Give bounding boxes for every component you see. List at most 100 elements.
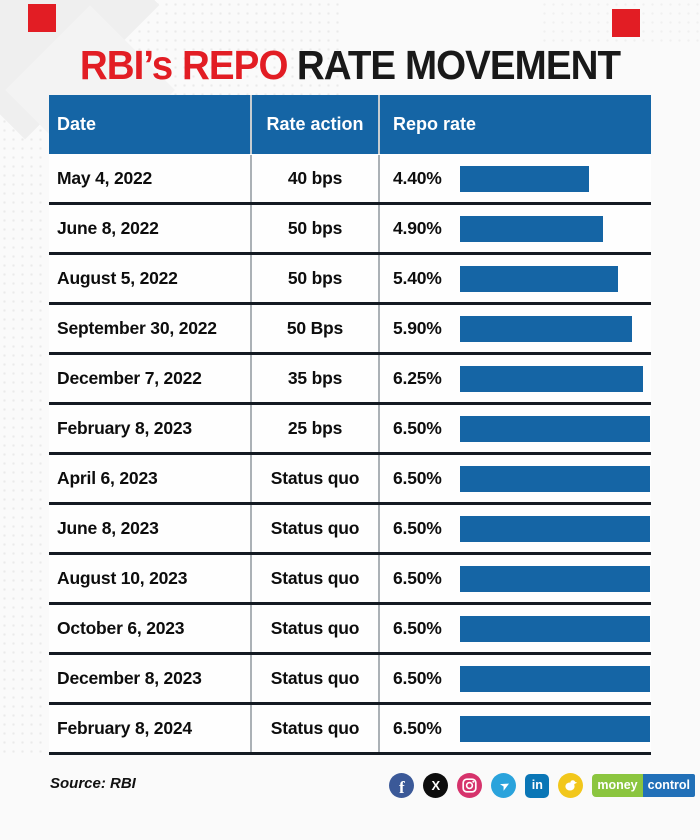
repo-rate-bar [460, 215, 604, 242]
repo-rate-value: 6.50% [393, 418, 442, 438]
background-texture [0, 135, 46, 757]
title-rest: RATE MOVEMENT [296, 42, 621, 88]
repo-rate-value: 4.40% [393, 168, 442, 188]
repo-rate-value: 6.50% [393, 668, 442, 688]
linkedin-icon[interactable]: in [525, 773, 550, 798]
repo-rate-table: Date Rate action Repo rate May 4, 2022 40… [49, 95, 651, 755]
social-bar: f X ➤ in money control [389, 773, 695, 798]
page-title: RBI’s REPO RATE MOVEMENT [21, 42, 679, 89]
cell-repo-rate: 6.25% [378, 355, 651, 402]
repo-rate-bar-track [460, 615, 650, 642]
cell-date: May 4, 2022 [57, 168, 153, 188]
repo-rate-value: 6.25% [393, 368, 442, 388]
repo-rate-value: 6.50% [393, 468, 442, 488]
facebook-glyph: f [399, 777, 405, 797]
instagram-icon[interactable] [457, 773, 483, 798]
repo-rate-bar [460, 515, 650, 542]
corner-accent-square [28, 4, 56, 32]
cell-rate-action: 50 bps [250, 255, 378, 302]
cell-repo-rate: 6.50% [378, 705, 651, 752]
cell-date: December 8, 2023 [57, 668, 202, 688]
repo-rate-bar-track [460, 565, 650, 592]
telegram-glyph: ➤ [496, 776, 513, 794]
cell-repo-rate: 6.50% [378, 555, 651, 602]
cell-repo-rate: 5.40% [378, 255, 651, 302]
repo-rate-value: 5.40% [393, 268, 442, 288]
cell-rate-action: Status quo [250, 505, 378, 552]
cell-rate-action: Status quo [250, 455, 378, 502]
linkedin-glyph: in [531, 778, 543, 793]
table-row: February 8, 2024 Status quo 6.50% [49, 705, 651, 755]
cell-repo-rate: 6.50% [378, 655, 651, 702]
repo-rate-bar-track [460, 215, 650, 242]
repo-rate-value: 6.50% [393, 568, 442, 588]
corner-accent-square [612, 9, 640, 37]
moneycontrol-logo-money: money [592, 774, 643, 797]
moneycontrol-logo[interactable]: money control [592, 774, 695, 797]
repo-rate-bar [460, 415, 650, 442]
repo-rate-value: 6.50% [393, 518, 442, 538]
repo-rate-bar-track [460, 165, 650, 192]
facebook-icon[interactable]: f [389, 773, 415, 798]
cell-rate-action: 40 bps [250, 155, 378, 202]
cell-date: June 8, 2023 [57, 518, 159, 538]
column-header-rate-action: Rate action [250, 95, 378, 154]
cell-repo-rate: 4.90% [378, 205, 651, 252]
cell-rate-action: Status quo [250, 705, 378, 752]
cell-date: September 30, 2022 [57, 318, 217, 338]
repo-rate-bar [460, 465, 650, 492]
table-row: August 10, 2023 Status quo 6.50% [49, 555, 651, 605]
table-header: Date Rate action Repo rate [49, 95, 651, 154]
telegram-icon[interactable]: ➤ [491, 773, 517, 798]
cell-rate-action: Status quo [250, 655, 378, 702]
table-row: May 4, 2022 40 bps 4.40% [49, 155, 651, 205]
repo-rate-value: 6.50% [393, 718, 442, 738]
repo-rate-bar-track [460, 415, 650, 442]
table-row: June 8, 2023 Status quo 6.50% [49, 505, 651, 555]
table-row: December 7, 2022 35 bps 6.25% [49, 355, 651, 405]
repo-rate-value: 4.90% [393, 218, 442, 238]
table-row: June 8, 2022 50 bps 4.90% [49, 205, 651, 255]
cell-rate-action: 35 bps [250, 355, 378, 402]
x-twitter-icon[interactable]: X [423, 773, 449, 798]
table-row: February 8, 2023 25 bps 6.50% [49, 405, 651, 455]
repo-rate-bar-track [460, 465, 650, 492]
cell-repo-rate: 6.50% [378, 455, 651, 502]
repo-rate-bar-track [460, 715, 650, 742]
cell-date: December 7, 2022 [57, 368, 202, 388]
source-label: Source: RBI [50, 775, 136, 792]
table-row: April 6, 2023 Status quo 6.50% [49, 455, 651, 505]
repo-rate-bar [460, 665, 650, 692]
cell-date: August 5, 2022 [57, 268, 178, 288]
cell-date: February 8, 2024 [57, 718, 192, 738]
column-header-date: Date [57, 114, 97, 134]
cell-repo-rate: 5.90% [378, 305, 651, 352]
repo-rate-bar-track [460, 665, 650, 692]
repo-rate-bar [460, 615, 650, 642]
cell-repo-rate: 6.50% [378, 505, 651, 552]
repo-rate-value: 6.50% [393, 618, 442, 638]
cell-repo-rate: 6.50% [378, 605, 651, 652]
cell-date: August 10, 2023 [57, 568, 188, 588]
repo-rate-bar-track [460, 315, 650, 342]
cell-repo-rate: 4.40% [378, 155, 651, 202]
cell-date: February 8, 2023 [57, 418, 192, 438]
table-row: August 5, 2022 50 bps 5.40% [49, 255, 651, 305]
repo-rate-bar-track [460, 515, 650, 542]
table-row: October 6, 2023 Status quo 6.50% [49, 605, 651, 655]
koo-icon[interactable] [558, 773, 584, 798]
cell-rate-action: 50 bps [250, 205, 378, 252]
repo-rate-bar [460, 165, 589, 192]
table-row: December 8, 2023 Status quo 6.50% [49, 655, 651, 705]
repo-rate-bar-track [460, 265, 650, 292]
column-header-repo-rate: Repo rate [378, 95, 651, 154]
repo-rate-bar [460, 315, 633, 342]
cell-rate-action: 50 Bps [250, 305, 378, 352]
cell-rate-action: Status quo [250, 555, 378, 602]
repo-rate-value: 5.90% [393, 318, 442, 338]
cell-date: October 6, 2023 [57, 618, 185, 638]
cell-rate-action: Status quo [250, 605, 378, 652]
x-twitter-glyph: X [431, 778, 441, 793]
repo-rate-bar [460, 365, 643, 392]
